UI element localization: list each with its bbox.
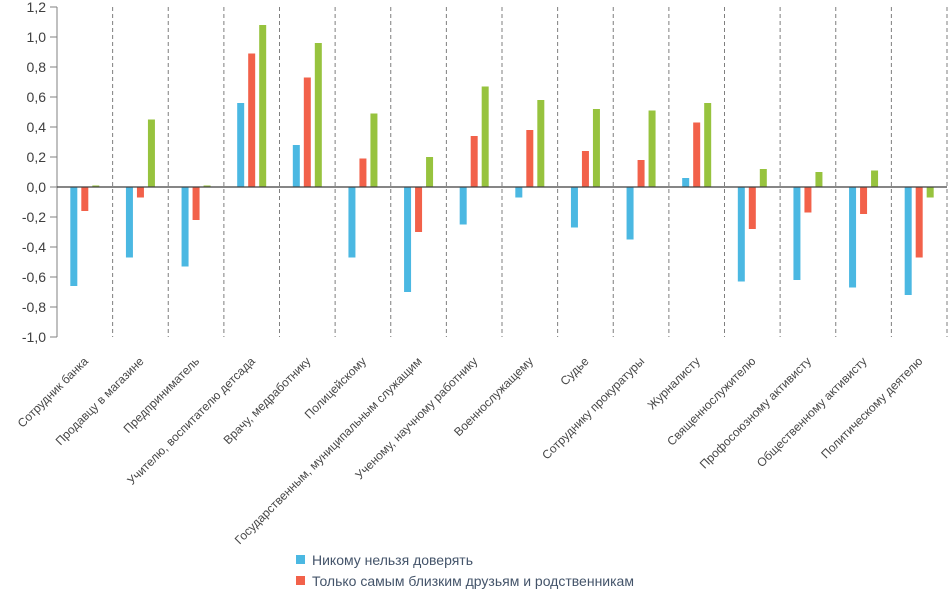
legend-swatch-blue-icon [296, 555, 305, 564]
bar [348, 187, 356, 258]
bar [181, 187, 189, 267]
bar [860, 187, 868, 214]
bar [693, 122, 701, 187]
x-category-label: Сотруднику прокуратуры [539, 354, 647, 462]
bar [404, 187, 412, 292]
bar [526, 130, 534, 187]
bar [748, 187, 756, 229]
legend-item-никому-нельзя-доверять: Никому нельзя доверять [296, 551, 634, 568]
bar [147, 119, 155, 187]
bar [248, 53, 256, 187]
bar [314, 43, 322, 187]
bar [203, 185, 211, 187]
legend-item-только-самым-близким: Только самым близким друзьям и родственн… [296, 572, 634, 589]
bar [648, 110, 656, 187]
y-axis-tick-label: 1,2 [27, 0, 47, 15]
y-axis-tick-label: -0,8 [22, 299, 46, 315]
bar [926, 187, 934, 198]
bar [904, 187, 912, 295]
bar [815, 172, 823, 187]
bar [370, 113, 378, 187]
bar [292, 145, 300, 187]
bar [125, 187, 133, 258]
bar [192, 187, 200, 220]
bar [415, 187, 423, 232]
x-category-label: Профосоюзному активисту [697, 354, 814, 471]
bar [793, 187, 801, 280]
bar [626, 187, 634, 240]
bar [581, 151, 589, 187]
y-axis-tick-label: 0,0 [27, 179, 47, 195]
bar [704, 103, 712, 187]
bar [426, 157, 434, 187]
bar [915, 187, 923, 258]
bar [481, 86, 489, 187]
bar [849, 187, 857, 288]
y-axis-tick-label: -0,2 [22, 209, 46, 225]
y-axis-tick-label: 0,4 [27, 119, 47, 135]
y-axis-tick-label: -1,0 [22, 329, 46, 345]
legend-label: Только самым близким друзьям и родственн… [312, 572, 634, 589]
bar [515, 187, 523, 198]
bar [804, 187, 812, 213]
legend-label: Никому нельзя доверять [312, 551, 474, 568]
bar [537, 100, 545, 187]
bar [81, 187, 89, 211]
bar [759, 169, 767, 187]
bar [92, 185, 100, 187]
bar [470, 136, 478, 187]
bar [359, 158, 367, 187]
x-category-label: Судье [557, 354, 591, 388]
bar [570, 187, 578, 228]
bar [592, 109, 600, 187]
bar [737, 187, 745, 282]
bar [259, 25, 267, 187]
x-category-label: Общественному активисту [754, 354, 870, 470]
legend-swatch-red-icon [296, 576, 305, 585]
bar [136, 187, 144, 198]
x-category-label: Государственным, муниципальным служащим [232, 354, 425, 547]
y-axis-tick-label: 0,2 [27, 149, 47, 165]
y-axis-tick-label: 0,6 [27, 89, 47, 105]
y-axis-tick-label: 0,8 [27, 59, 47, 75]
bar [459, 187, 467, 225]
bar [303, 77, 311, 187]
bar [237, 103, 245, 187]
x-category-label: Журналисту [645, 354, 703, 412]
chart-legend: Никому нельзя доверять Только самым близ… [296, 551, 634, 589]
y-axis-tick-label: -0,6 [22, 269, 46, 285]
bar [871, 170, 879, 187]
y-axis-tick-label: -0,4 [22, 239, 46, 255]
bar [682, 178, 690, 187]
y-axis-tick-label: 1,0 [27, 29, 47, 45]
x-category-label: Политическому деятелю [818, 354, 925, 461]
bar [70, 187, 78, 286]
bar [637, 160, 645, 187]
